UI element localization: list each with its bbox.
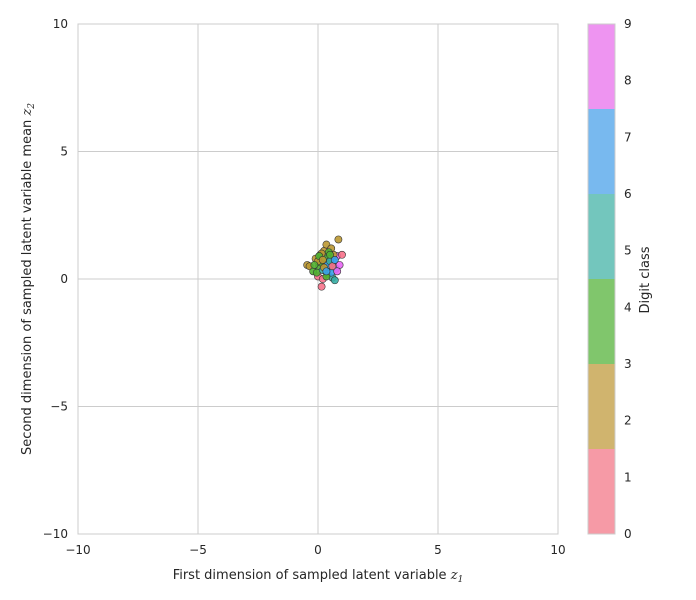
x-tick-label: −5 bbox=[189, 543, 207, 557]
x-tick-label: 0 bbox=[314, 543, 322, 557]
scatter-point bbox=[318, 255, 327, 264]
colorbar-tick-labels: 0 1 2 3 4 5 6 7 8 9 bbox=[624, 17, 632, 541]
colorbar-tick-label: 8 bbox=[624, 74, 632, 88]
colorbar-frame bbox=[587, 23, 616, 535]
colorbar-bands bbox=[587, 23, 616, 535]
colorbar: 0 1 2 3 4 5 6 7 8 9 Digit class bbox=[587, 17, 653, 541]
data-points bbox=[303, 235, 346, 291]
scatter-point bbox=[333, 267, 342, 276]
colorbar-tick-label: 6 bbox=[624, 187, 632, 201]
scatter-point bbox=[338, 250, 346, 259]
y-tick-label: −5 bbox=[50, 400, 68, 414]
plot-area bbox=[77, 23, 559, 535]
scatter-point bbox=[310, 261, 319, 269]
colorbar-label: Digit class bbox=[638, 246, 653, 313]
colorbar-tick-label: 7 bbox=[624, 130, 632, 144]
scatter-point bbox=[334, 235, 343, 244]
y-tick-label: 10 bbox=[53, 17, 68, 31]
colorbar-band bbox=[588, 364, 615, 449]
y-tick-label: −10 bbox=[43, 527, 68, 541]
x-tick-labels: −10 −5 0 5 10 bbox=[65, 543, 565, 557]
colorbar-band bbox=[588, 194, 615, 279]
colorbar-band bbox=[588, 449, 615, 534]
colorbar-tick-label: 0 bbox=[624, 527, 632, 541]
colorbar-tick-label: 5 bbox=[624, 244, 632, 258]
x-tick-label: 5 bbox=[434, 543, 442, 557]
x-axis-label: First dimension of sampled latent variab… bbox=[173, 568, 464, 585]
colorbar-tick-label: 2 bbox=[624, 414, 632, 428]
colorbar-band bbox=[588, 109, 615, 194]
colorbar-band bbox=[588, 24, 615, 109]
scatter-point bbox=[326, 250, 334, 259]
colorbar-band bbox=[588, 279, 615, 364]
colorbar-tick-label: 1 bbox=[624, 470, 632, 484]
scatter-point bbox=[330, 276, 339, 285]
colorbar-tick-label: 3 bbox=[624, 357, 632, 371]
colorbar-tick-label: 4 bbox=[624, 300, 632, 314]
y-tick-label: 0 bbox=[60, 272, 68, 286]
scatter-point bbox=[317, 282, 326, 291]
y-tick-label: 5 bbox=[60, 145, 68, 159]
x-tick-label: 10 bbox=[550, 543, 565, 557]
scatter-point bbox=[330, 255, 339, 264]
x-tick-label: −10 bbox=[65, 543, 90, 557]
colorbar-tick-label: 9 bbox=[624, 17, 632, 31]
y-tick-labels: −10 −5 0 5 10 bbox=[43, 17, 68, 541]
scatter-point bbox=[322, 267, 331, 276]
y-axis-label: Second dimension of sampled latent varia… bbox=[20, 103, 37, 455]
